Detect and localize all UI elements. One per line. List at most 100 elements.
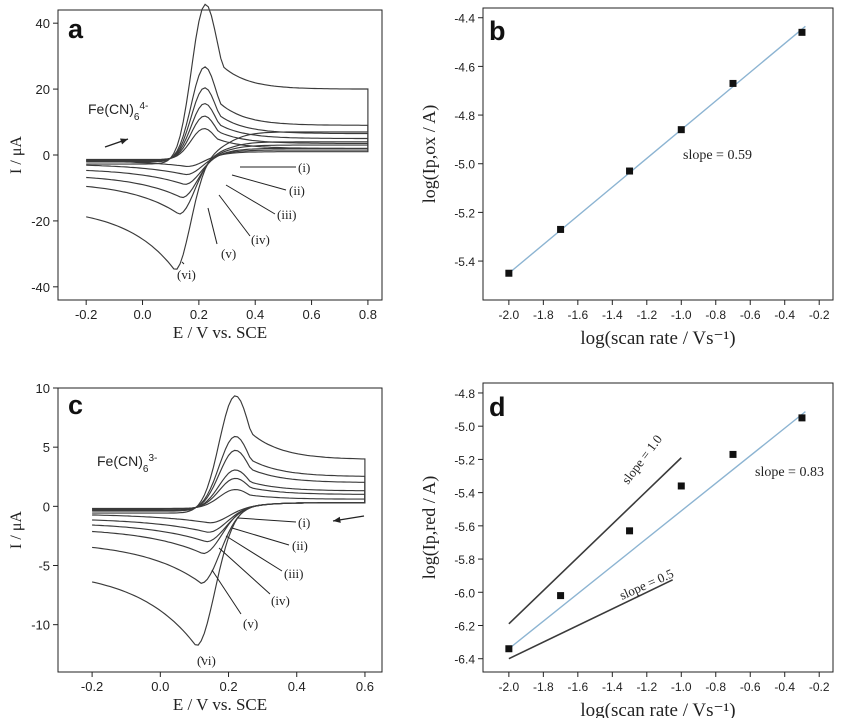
cv-curve-6 [86, 3, 369, 270]
y-tick-label: -4.6 [454, 60, 475, 74]
x-tick-label: -0.8 [705, 680, 726, 694]
data-point [626, 167, 634, 175]
x-tick-label: -1.0 [671, 680, 692, 694]
x-tick-label: -0.6 [740, 308, 761, 322]
panel-a: -0.2 0.0 0.2 0.4 0.6 0.8 -40 -20 0 20 40 (i) (ii) (ii… [8, 3, 383, 342]
data-point [677, 126, 685, 134]
x-tick-label: -0.2 [809, 308, 830, 322]
y-axis-label: I / μA [8, 136, 25, 174]
x-tick-label: 0.0 [151, 679, 169, 694]
x-tick-label: -1.8 [533, 680, 554, 694]
x-tick-label: 0.4 [288, 679, 306, 694]
y-tick-label: 10 [36, 381, 50, 396]
y-tick-label: -4.8 [454, 109, 475, 123]
label-leader-line [181, 261, 185, 265]
x-axis-label: E / V vs. SCE [173, 695, 267, 714]
panel-letter: d [489, 392, 506, 422]
plot-frame [482, 382, 834, 673]
species-label: Fe(CN)63- [97, 453, 157, 475]
y-axis-label: log(Ip,red / A) [419, 476, 440, 579]
y-tick-label: -5.8 [454, 553, 475, 567]
y-tick-label: -5 [38, 559, 50, 574]
x-tick-label: -0.2 [81, 679, 103, 694]
curve-label: (ii) [289, 183, 305, 198]
x-tick-label: 0.0 [133, 307, 151, 322]
x-tick-label: -1.2 [636, 680, 657, 694]
x-tick-label: -2.0 [499, 680, 520, 694]
x-tick-label: -2.0 [499, 308, 520, 322]
curve-label: (iv) [251, 232, 270, 247]
x-tick-label: -1.8 [533, 308, 554, 322]
y-tick-label: -5.4 [454, 255, 475, 269]
y-tick-label: 0 [43, 499, 50, 514]
curve-label: (iv) [271, 593, 290, 608]
data-point [557, 592, 565, 600]
label-leader-line [225, 184, 276, 215]
label-leader-line [237, 517, 297, 523]
data-point [729, 79, 737, 87]
x-tick-label: -1.2 [636, 308, 657, 322]
cv-curve-5 [86, 66, 369, 215]
y-tick-label: -4.8 [454, 387, 475, 401]
y-tick-label: 0 [43, 148, 50, 163]
x-tick-label: -1.6 [567, 308, 588, 322]
curve-label: (vi) [197, 653, 216, 668]
panel-letter: c [68, 390, 83, 420]
curve-label: (i) [298, 160, 310, 175]
y-tick-label: -5.2 [454, 453, 475, 467]
y-tick-label: -5.2 [454, 206, 475, 220]
panel-b: -2.0 -1.8 -1.6 -1.4 -1.2 -1.0 -0.8 -0.6 -0.4 -0.2… [419, 7, 834, 349]
data-point [729, 450, 737, 458]
data-point [505, 645, 513, 653]
x-tick-label: 0.4 [246, 307, 264, 322]
x-tick-label: -0.6 [740, 680, 761, 694]
y-tick-label: -40 [31, 280, 50, 295]
y-tick-label: -5.6 [454, 520, 475, 534]
data-point [798, 28, 806, 36]
panel-letter: b [489, 16, 506, 46]
x-tick-label: -0.2 [75, 307, 97, 322]
plot-frame [57, 387, 383, 673]
y-tick-label: -6.4 [454, 653, 475, 667]
y-tick-label: -6.2 [454, 619, 475, 633]
curve-label: (vi) [177, 267, 196, 282]
label-leader-line [218, 194, 251, 237]
label-leader-line [200, 656, 204, 660]
y-axis-label: log(Ip,ox / A) [419, 105, 440, 204]
x-tick-label: 0.6 [303, 307, 321, 322]
panel-c: -0.2 0.0 0.2 0.4 0.6 -10 -5 0 5 10 (i) (ii) (iii) (iv… [8, 381, 383, 714]
curve-label: (iii) [284, 566, 304, 581]
x-tick-label: -0.8 [705, 308, 726, 322]
y-tick-label: -20 [31, 214, 50, 229]
x-tick-label: 0.2 [190, 307, 208, 322]
x-tick-label: -0.2 [809, 680, 830, 694]
data-point [557, 225, 565, 233]
label-leader-line [218, 547, 271, 595]
reference-line [508, 457, 682, 625]
curve-label: (v) [221, 246, 236, 261]
y-tick-label: -10 [31, 618, 50, 633]
curve-label: (v) [243, 616, 258, 631]
x-tick-label: 0.2 [219, 679, 237, 694]
x-tick-label: -1.4 [602, 308, 623, 322]
fit-line [508, 411, 806, 650]
x-axis-label: log(scan rate / Vs⁻¹) [580, 328, 735, 349]
data-point [798, 414, 806, 422]
y-tick-label: -6.0 [454, 586, 475, 600]
x-tick-label: -0.4 [774, 680, 795, 694]
x-tick-label: 0.8 [359, 307, 377, 322]
fit-slope-label: slope = 0.83 [755, 465, 824, 480]
reference-line [508, 579, 674, 660]
sweep-arrow-head [333, 516, 341, 523]
reference-slope-label: slope = 1.0 [618, 432, 665, 487]
x-tick-label: 0.6 [356, 679, 374, 694]
y-tick-label: 40 [36, 16, 50, 31]
reference-slope-label: slope = 0.5 [617, 566, 676, 603]
fit-line [508, 25, 806, 274]
data-point [505, 269, 513, 277]
x-axis-label: E / V vs. SCE [173, 323, 267, 342]
cv-curve-6 [91, 395, 366, 646]
label-leader-line [225, 535, 283, 572]
label-leader-line [211, 569, 242, 615]
